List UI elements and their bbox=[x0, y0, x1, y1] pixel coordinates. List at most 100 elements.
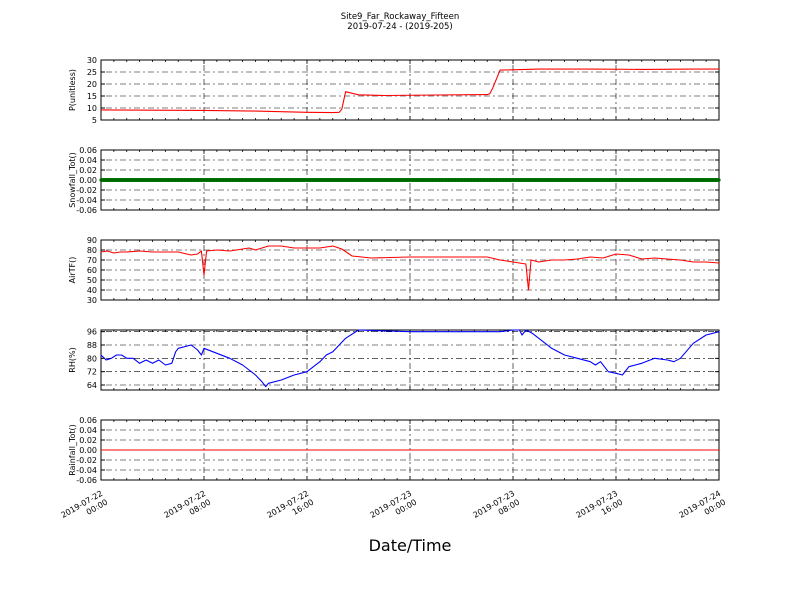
series-marker bbox=[707, 178, 711, 182]
series-marker bbox=[176, 178, 180, 182]
series-marker bbox=[698, 178, 702, 182]
y-tick-label: 0.00 bbox=[79, 446, 97, 455]
series-marker bbox=[292, 178, 296, 182]
series-marker bbox=[247, 178, 251, 182]
y-tick-label: 15 bbox=[87, 92, 97, 101]
series-marker bbox=[591, 178, 596, 182]
series-marker bbox=[173, 178, 177, 182]
series-line-p-unitless bbox=[100, 68, 719, 114]
series-marker bbox=[376, 178, 380, 182]
y-tick-label: 0.06 bbox=[79, 416, 97, 425]
series-marker bbox=[437, 178, 441, 182]
series-marker bbox=[273, 178, 277, 182]
series-marker bbox=[504, 178, 509, 182]
series-marker bbox=[260, 178, 264, 182]
series-marker bbox=[269, 178, 274, 182]
series-marker bbox=[157, 178, 161, 182]
series-marker bbox=[556, 178, 560, 182]
series-marker bbox=[530, 178, 534, 182]
series-marker bbox=[179, 178, 184, 182]
series-marker bbox=[224, 178, 229, 182]
series-marker bbox=[366, 178, 370, 182]
series-marker bbox=[469, 178, 473, 182]
series-marker bbox=[253, 178, 258, 182]
series-marker bbox=[356, 178, 361, 182]
y-tick-label: 0.00 bbox=[79, 176, 97, 185]
series-marker bbox=[109, 178, 113, 182]
series-marker bbox=[533, 178, 538, 182]
y-tick-label: 80 bbox=[87, 246, 97, 255]
y-axis-label-p-unitless: P(unitless) bbox=[68, 69, 77, 111]
series-marker bbox=[112, 178, 116, 182]
series-marker bbox=[575, 178, 579, 182]
series-marker bbox=[569, 178, 573, 182]
series-marker bbox=[154, 178, 158, 182]
series-marker bbox=[640, 178, 644, 182]
series-marker bbox=[546, 178, 551, 182]
series-marker bbox=[472, 178, 476, 182]
series-marker bbox=[550, 178, 554, 182]
series-marker bbox=[202, 178, 206, 182]
subplot-rainfall-tot: -0.06-0.04-0.020.000.020.040.06Rainfall_… bbox=[68, 416, 720, 485]
series-marker bbox=[115, 178, 119, 182]
y-tick-label: -0.04 bbox=[76, 196, 97, 205]
series-marker bbox=[205, 178, 209, 182]
series-marker bbox=[134, 178, 139, 182]
series-marker bbox=[559, 178, 563, 182]
series-marker bbox=[424, 178, 428, 182]
series-marker bbox=[337, 178, 341, 182]
subplot-p-unitless: 5 10 15 20 25 30 P(unitless) bbox=[68, 56, 720, 125]
series-marker bbox=[147, 178, 151, 182]
series-marker bbox=[649, 178, 654, 182]
series-marker bbox=[160, 178, 164, 182]
y-tick-label: 80 bbox=[87, 354, 97, 363]
series-marker bbox=[228, 178, 232, 182]
series-marker bbox=[125, 178, 129, 182]
y-tick-label: 64 bbox=[87, 381, 97, 390]
y-axis-label-snowfall-tot: Snowfall_Tot() bbox=[68, 152, 77, 208]
series-marker bbox=[241, 178, 245, 182]
series-line-rh bbox=[100, 329, 720, 388]
series-marker bbox=[186, 178, 190, 182]
y-tick-label: 0.06 bbox=[79, 146, 97, 155]
series-marker bbox=[611, 178, 615, 182]
y-tick-label: 90 bbox=[87, 236, 97, 245]
y-tick-label: 40 bbox=[87, 286, 97, 295]
y-tick-label: 25 bbox=[87, 68, 97, 77]
series-marker bbox=[295, 178, 299, 182]
series-marker bbox=[208, 178, 213, 182]
series-marker bbox=[302, 178, 306, 182]
chart-title-line1: Site9_Far_Rockaway_Fifteen bbox=[341, 12, 460, 22]
series-marker bbox=[360, 178, 364, 182]
series-marker bbox=[595, 178, 599, 182]
series-marker bbox=[659, 178, 663, 182]
y-tick-label: -0.06 bbox=[76, 476, 97, 485]
series-marker bbox=[653, 178, 657, 182]
series-marker bbox=[617, 178, 621, 182]
series-marker bbox=[627, 178, 631, 182]
series-marker bbox=[350, 178, 354, 182]
series-marker bbox=[572, 178, 576, 182]
series-marker bbox=[495, 178, 499, 182]
series-marker bbox=[372, 178, 377, 182]
series-marker bbox=[298, 178, 303, 182]
y-tick-label: 5 bbox=[92, 116, 97, 125]
series-marker bbox=[105, 178, 110, 182]
series-marker bbox=[257, 178, 261, 182]
series-marker bbox=[450, 178, 454, 182]
series-marker bbox=[385, 178, 390, 182]
series-marker bbox=[633, 178, 637, 182]
series-marker bbox=[562, 178, 567, 182]
series-marker bbox=[215, 178, 219, 182]
series-marker bbox=[131, 178, 135, 182]
series-marker bbox=[305, 178, 309, 182]
series-marker bbox=[170, 178, 174, 182]
series-marker bbox=[601, 178, 605, 182]
y-tick-label: 0.02 bbox=[79, 166, 97, 175]
